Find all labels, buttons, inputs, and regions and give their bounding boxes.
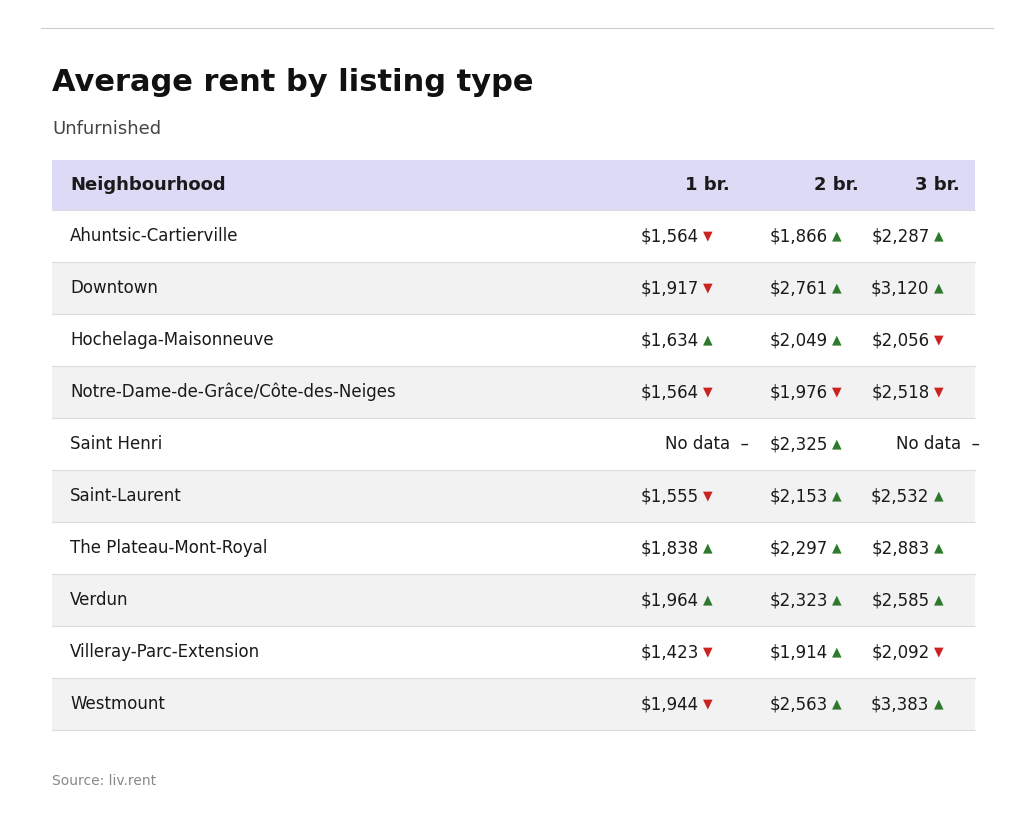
Text: $1,634: $1,634 <box>641 331 699 349</box>
Text: Hochelaga-Maisonneuve: Hochelaga-Maisonneuve <box>70 331 273 349</box>
Text: $2,761: $2,761 <box>770 279 828 297</box>
Text: $1,976: $1,976 <box>770 383 828 401</box>
Text: $1,866: $1,866 <box>770 227 828 245</box>
Text: Saint Henri: Saint Henri <box>70 435 162 453</box>
Bar <box>52 626 975 678</box>
Text: $1,914: $1,914 <box>770 643 828 661</box>
Text: ▲: ▲ <box>934 594 943 607</box>
Text: ▼: ▼ <box>703 698 713 711</box>
Text: $2,883: $2,883 <box>871 539 930 557</box>
Text: ▼: ▼ <box>831 386 842 399</box>
Text: ▼: ▼ <box>934 333 943 346</box>
Text: $1,564: $1,564 <box>641 383 699 401</box>
Text: The Plateau-Mont-Royal: The Plateau-Mont-Royal <box>70 539 267 557</box>
Text: ▲: ▲ <box>831 333 842 346</box>
Text: $2,092: $2,092 <box>871 643 930 661</box>
Bar <box>52 314 975 366</box>
Text: $2,585: $2,585 <box>871 591 930 609</box>
Text: $2,287: $2,287 <box>871 227 930 245</box>
Bar <box>52 522 975 574</box>
Text: $3,383: $3,383 <box>871 695 930 713</box>
Text: Westmount: Westmount <box>70 695 165 713</box>
Text: Unfurnished: Unfurnished <box>52 120 161 138</box>
Text: Downtown: Downtown <box>70 279 158 297</box>
Text: Villeray-Parc-Extension: Villeray-Parc-Extension <box>70 643 260 661</box>
Text: ▲: ▲ <box>831 490 842 503</box>
Text: ▲: ▲ <box>831 541 842 554</box>
Text: 3 br.: 3 br. <box>915 176 959 194</box>
Text: $1,423: $1,423 <box>641 643 699 661</box>
Text: ▼: ▼ <box>703 490 713 503</box>
Text: Notre-Dame-de-Grâce/Côte-des-Neiges: Notre-Dame-de-Grâce/Côte-des-Neiges <box>70 382 395 401</box>
Text: ▼: ▼ <box>703 645 713 658</box>
Text: 1 br.: 1 br. <box>685 176 729 194</box>
Text: ▲: ▲ <box>934 698 943 711</box>
Text: ▲: ▲ <box>831 594 842 607</box>
Text: Verdun: Verdun <box>70 591 128 609</box>
Bar <box>52 366 975 418</box>
Bar <box>52 262 975 314</box>
Bar <box>52 678 975 730</box>
Text: $2,518: $2,518 <box>871 383 930 401</box>
Text: ▲: ▲ <box>703 594 713 607</box>
Text: $1,555: $1,555 <box>641 487 699 505</box>
Text: ▲: ▲ <box>831 645 842 658</box>
Text: Source: liv.rent: Source: liv.rent <box>52 774 156 788</box>
Text: ▲: ▲ <box>831 698 842 711</box>
Bar <box>52 160 975 210</box>
Text: ▼: ▼ <box>934 386 943 399</box>
Text: ▲: ▲ <box>934 229 943 242</box>
Text: $1,917: $1,917 <box>641 279 699 297</box>
Text: $1,944: $1,944 <box>641 695 699 713</box>
Text: $2,323: $2,323 <box>769 591 828 609</box>
Text: ▲: ▲ <box>934 541 943 554</box>
Text: $3,120: $3,120 <box>871 279 930 297</box>
Bar <box>52 470 975 522</box>
Text: ▲: ▲ <box>703 541 713 554</box>
Text: $2,153: $2,153 <box>770 487 828 505</box>
Text: 2 br.: 2 br. <box>814 176 858 194</box>
Text: ▲: ▲ <box>703 333 713 346</box>
Text: Average rent by listing type: Average rent by listing type <box>52 68 534 97</box>
Text: $2,532: $2,532 <box>871 487 930 505</box>
Bar <box>52 418 975 470</box>
Text: $1,838: $1,838 <box>641 539 699 557</box>
Text: ▲: ▲ <box>934 490 943 503</box>
Text: No data  –: No data – <box>896 435 980 453</box>
Text: ▲: ▲ <box>831 282 842 295</box>
Text: ▼: ▼ <box>703 386 713 399</box>
Text: ▲: ▲ <box>831 229 842 242</box>
Text: Saint-Laurent: Saint-Laurent <box>70 487 181 505</box>
Text: ▼: ▼ <box>703 229 713 242</box>
Text: $1,564: $1,564 <box>641 227 699 245</box>
Text: $2,563: $2,563 <box>770 695 828 713</box>
Text: $2,297: $2,297 <box>770 539 828 557</box>
Text: ▲: ▲ <box>934 282 943 295</box>
Text: Neighbourhood: Neighbourhood <box>70 176 225 194</box>
Text: $1,964: $1,964 <box>641 591 699 609</box>
Bar <box>52 574 975 626</box>
Text: $2,325: $2,325 <box>770 435 828 453</box>
Text: No data  –: No data – <box>665 435 749 453</box>
Text: ▼: ▼ <box>934 645 943 658</box>
Text: Ahuntsic-Cartierville: Ahuntsic-Cartierville <box>70 227 239 245</box>
Text: $2,049: $2,049 <box>770 331 828 349</box>
Bar <box>52 210 975 262</box>
Text: ▼: ▼ <box>703 282 713 295</box>
Text: ▲: ▲ <box>831 437 842 450</box>
Text: $2,056: $2,056 <box>871 331 930 349</box>
